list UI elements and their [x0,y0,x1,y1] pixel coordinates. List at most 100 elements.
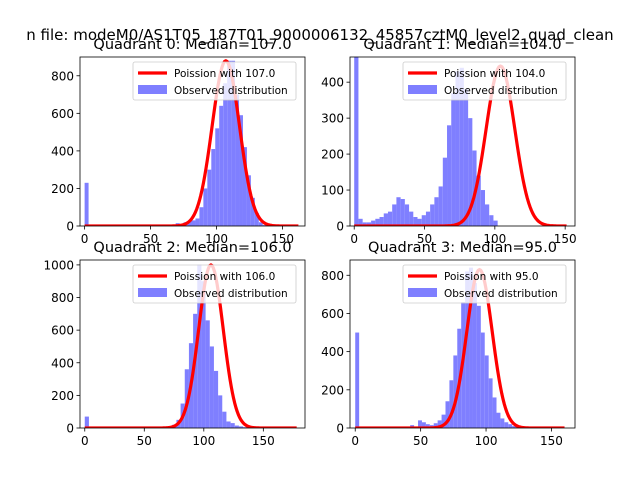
histogram-bar [258,222,263,226]
histogram-bar [201,281,206,428]
histogram-bar [496,412,501,428]
y-tick-label: 200 [51,389,74,403]
y-tick-label: 0 [336,422,344,436]
histogram-bar [209,346,214,428]
legend-label-observed: Observed distribution [174,85,288,97]
x-tick-label: 100 [205,232,228,246]
axes-frame [79,56,306,227]
histogram-bar [508,424,513,428]
legend-box [132,61,297,101]
quadrant-panels: 0 50 100 150 0 200 400 600 800 Quadrant 0: Median… [43,37,576,448]
histogram-bar [434,197,439,226]
histogram-bar [396,197,401,226]
histogram-bar [409,211,414,226]
histogram-bar [235,94,240,226]
histogram-bar [197,264,202,428]
x-tick-label: 0 [351,434,359,448]
histogram-bar [425,424,430,428]
quadrant-0-title: Quadrant 0: Median=107.0 [93,37,291,53]
histogram-bar [493,220,498,226]
y-tick-label: 400 [321,345,344,359]
histogram-bar [418,420,422,428]
poisson-fit-line [84,59,299,226]
legend-label-poisson: Poission with 95.0 [444,271,539,283]
histogram-bar [437,420,442,428]
histogram-bar [226,421,231,428]
histogram-bar [383,213,388,226]
legend-label-poisson: Poission with 106.0 [174,271,275,283]
histogram-bar [404,204,410,226]
legend-label-poisson: Poission with 107.0 [174,68,275,80]
axes-frame [349,259,576,429]
histogram-bar [199,207,204,226]
figure-suptitle: n file: modeM0/AS1T05_187T01_9000006132_… [26,26,613,45]
histogram-bar [447,125,452,226]
histogram-bar [484,355,489,428]
legend-bar-swatch [138,85,167,94]
y-tick-label: 200 [51,182,74,196]
histogram-bar [358,218,363,226]
x-tick-label: 150 [554,232,577,246]
histogram-bar [442,157,448,226]
histogram-bar [222,411,227,428]
y-tick-label: 200 [321,383,344,397]
x-tick-label: 150 [540,434,563,448]
x-tick-label: 0 [81,232,89,246]
x-tick-label: 0 [350,232,358,246]
histogram-bar [387,211,393,226]
histogram-bar [366,222,372,226]
histogram-bar [355,332,360,428]
histogram-bar [485,204,490,226]
x-tick-label: 150 [271,232,294,246]
histogram-bar [375,218,380,226]
quadrant-0-legend: Poission with 107.0 Observed distribution [132,61,297,101]
x-tick-label: 50 [417,232,432,246]
x-tick-label: 100 [192,434,215,448]
histogram-bar [234,425,239,428]
y-tick-label: 800 [321,269,344,283]
quadrant-1-title: Quadrant 1: Median=104.0 [363,37,561,53]
histogram-bar [242,147,247,226]
histogram-bar [438,186,443,226]
histogram-bar [488,378,493,428]
histogram-bar [489,215,494,226]
histogram-bar [433,423,438,428]
histogram-bar [421,215,426,226]
histogram-bar [379,217,384,226]
x-tick-label: 50 [137,434,152,448]
y-tick-label: 600 [51,324,74,338]
histogram-bar [451,92,456,226]
y-tick-label: 600 [51,107,74,121]
x-tick-label: 100 [475,434,498,448]
histogram-bar [492,397,497,428]
y-tick-label: 200 [321,148,344,162]
y-tick-label: 800 [51,291,74,305]
legend-box [402,61,567,101]
histogram-bar [211,149,216,226]
histogram-bar [459,67,464,226]
x-tick-label: 150 [252,434,275,448]
legend-label-observed: Observed distribution [444,288,558,300]
histogram-bar [215,128,220,226]
axes-frame [349,56,576,227]
quadrant-2-title: Quadrant 2: Median=106.0 [93,240,291,256]
histogram-bar [250,197,255,226]
histogram-bar [400,199,405,226]
x-tick-label: 50 [413,434,428,448]
histogram-bar [203,188,208,226]
histogram-bar [468,118,473,226]
histogram-bar [84,416,89,428]
legend-label-observed: Observed distribution [444,85,558,97]
histogram-bar [362,222,367,226]
y-tick-label: 800 [51,69,74,83]
quadrant-0-chart: 0 50 100 150 0 200 400 600 800 Quadrant 0: Median… [51,37,306,246]
quadrant-3-title: Quadrant 3: Median=95.0 [368,240,557,256]
y-tick-label: 0 [336,220,344,234]
histogram-bar [413,217,418,226]
histogram-bar [445,401,450,428]
histogram-bar [430,204,435,226]
histogram-bar [421,422,426,428]
histogram-bar [500,418,505,428]
legend-label-poisson: Poission with 104.0 [444,68,545,80]
legend-bar-swatch [408,85,437,94]
